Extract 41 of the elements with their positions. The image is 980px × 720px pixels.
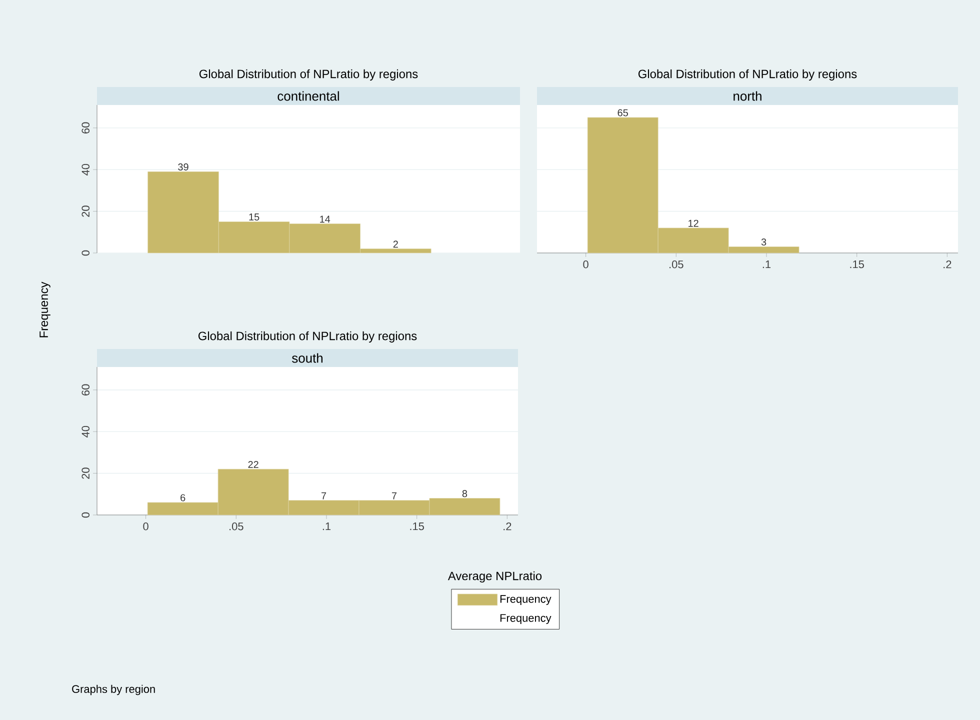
x-tick-label: 0 xyxy=(583,260,588,268)
chart-title: Global Distribution of NPLratio by regions xyxy=(638,69,857,81)
y-tick-label: 0 xyxy=(82,512,90,518)
x-tick-label: .05 xyxy=(670,260,684,268)
data-label: 39 xyxy=(178,163,188,170)
data-label: 3 xyxy=(761,238,766,246)
chart-subtitle: north xyxy=(734,91,762,101)
y-tick-label: 0 xyxy=(82,250,90,256)
x-tick-label: .1 xyxy=(322,522,331,530)
y-tick-label: 60 xyxy=(82,122,90,134)
text: Frequency xyxy=(500,614,552,624)
x-axis-title: Average NPLratio xyxy=(448,571,542,583)
x-tick-label: .05 xyxy=(230,522,244,530)
data-label: 8 xyxy=(462,490,468,498)
data-label: 12 xyxy=(688,220,698,227)
data-label: 7 xyxy=(322,492,326,500)
y-tick-label: 60 xyxy=(82,384,90,396)
x-tick-label: 0 xyxy=(143,522,148,530)
x-tick-label: .15 xyxy=(410,522,424,530)
chart-title: Global Distribution of NPLratio by regions xyxy=(198,331,417,343)
data-label: 15 xyxy=(249,214,260,221)
x-tick-label: .2 xyxy=(504,522,512,530)
data-label: 14 xyxy=(320,216,330,223)
y-axis-title: Frequency xyxy=(40,282,50,338)
chart-subtitle: south xyxy=(292,353,323,363)
chart-title: Global Distribution of NPLratio by regions xyxy=(199,69,418,81)
data-label: 65 xyxy=(618,109,628,116)
data-label: 6 xyxy=(180,494,186,502)
text: Graphs by region xyxy=(72,684,155,696)
y-tick-label: 40 xyxy=(82,164,90,176)
y-tick-label: 20 xyxy=(82,206,90,217)
data-label: 2 xyxy=(393,240,398,248)
data-label: 22 xyxy=(248,460,258,468)
x-tick-label: .1 xyxy=(762,260,771,268)
y-tick-label: 20 xyxy=(82,468,90,479)
chart-subtitle: continental xyxy=(278,91,339,101)
y-tick-label: 40 xyxy=(82,426,90,438)
data-label: 7 xyxy=(392,492,397,500)
x-tick-label: .15 xyxy=(850,260,864,268)
x-tick-label: .2 xyxy=(944,260,952,268)
legend-label: Frequency xyxy=(500,595,552,605)
